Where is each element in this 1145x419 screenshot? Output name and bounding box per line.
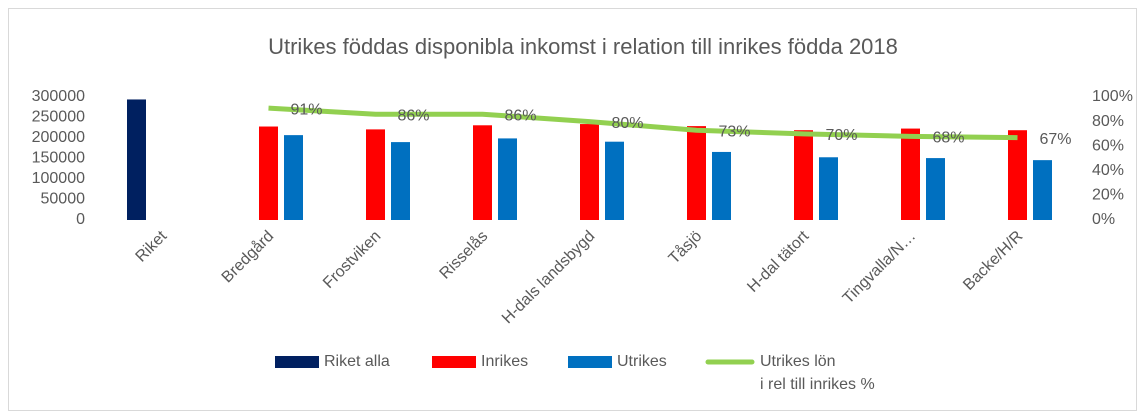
bar [580, 124, 599, 220]
data-label: 73% [719, 123, 751, 140]
legend-label: Inrikes [481, 353, 529, 370]
bar [259, 126, 278, 220]
legend-label: Utrikes [617, 353, 667, 370]
data-label: 80% [612, 115, 644, 132]
bar [794, 130, 813, 220]
bar [391, 142, 410, 220]
y-tick-label: 50000 [41, 191, 86, 208]
bar [473, 125, 492, 220]
y-tick-label: 150000 [32, 150, 85, 167]
legend-swatch [432, 356, 476, 368]
y2-tick-label: 20% [1092, 187, 1124, 204]
bar [127, 99, 146, 220]
bar [687, 126, 706, 220]
bar [901, 128, 920, 220]
legend-swatch [275, 356, 319, 368]
chart-border [8, 8, 1137, 411]
bar [926, 158, 945, 220]
bar [712, 151, 731, 220]
y-tick-label: 0 [76, 211, 85, 228]
line [268, 105, 1018, 141]
y-tick-label: 100000 [32, 170, 85, 187]
data-label: 86% [505, 107, 537, 124]
bar [819, 157, 838, 220]
data-label: 86% [398, 107, 430, 124]
legend-label: Riket alla [324, 353, 390, 370]
y2-tick-label: 100% [1092, 88, 1133, 105]
y-tick-label: 200000 [32, 129, 85, 146]
bar [498, 138, 517, 220]
y-tick-label: 250000 [32, 109, 85, 126]
data-label: 67% [1040, 131, 1072, 148]
bar [1033, 160, 1052, 220]
data-label: 91% [291, 101, 323, 118]
y-tick-label: 300000 [32, 88, 85, 105]
bar [1008, 130, 1027, 220]
bar [605, 141, 624, 220]
y2-tick-label: 40% [1092, 162, 1124, 179]
bar [366, 129, 385, 220]
y2-tick-label: 80% [1092, 113, 1124, 130]
chart-title: Utrikes föddas disponibla inkomst i rela… [268, 34, 898, 59]
data-label: 70% [826, 127, 858, 144]
legend-swatch [568, 356, 612, 368]
bar [284, 135, 303, 220]
data-label: 68% [933, 130, 965, 147]
legend-label: Utrikes lön i rel till inrikes % [760, 353, 875, 393]
y2-tick-label: 0% [1092, 211, 1115, 228]
y2-tick-label: 60% [1092, 137, 1124, 154]
